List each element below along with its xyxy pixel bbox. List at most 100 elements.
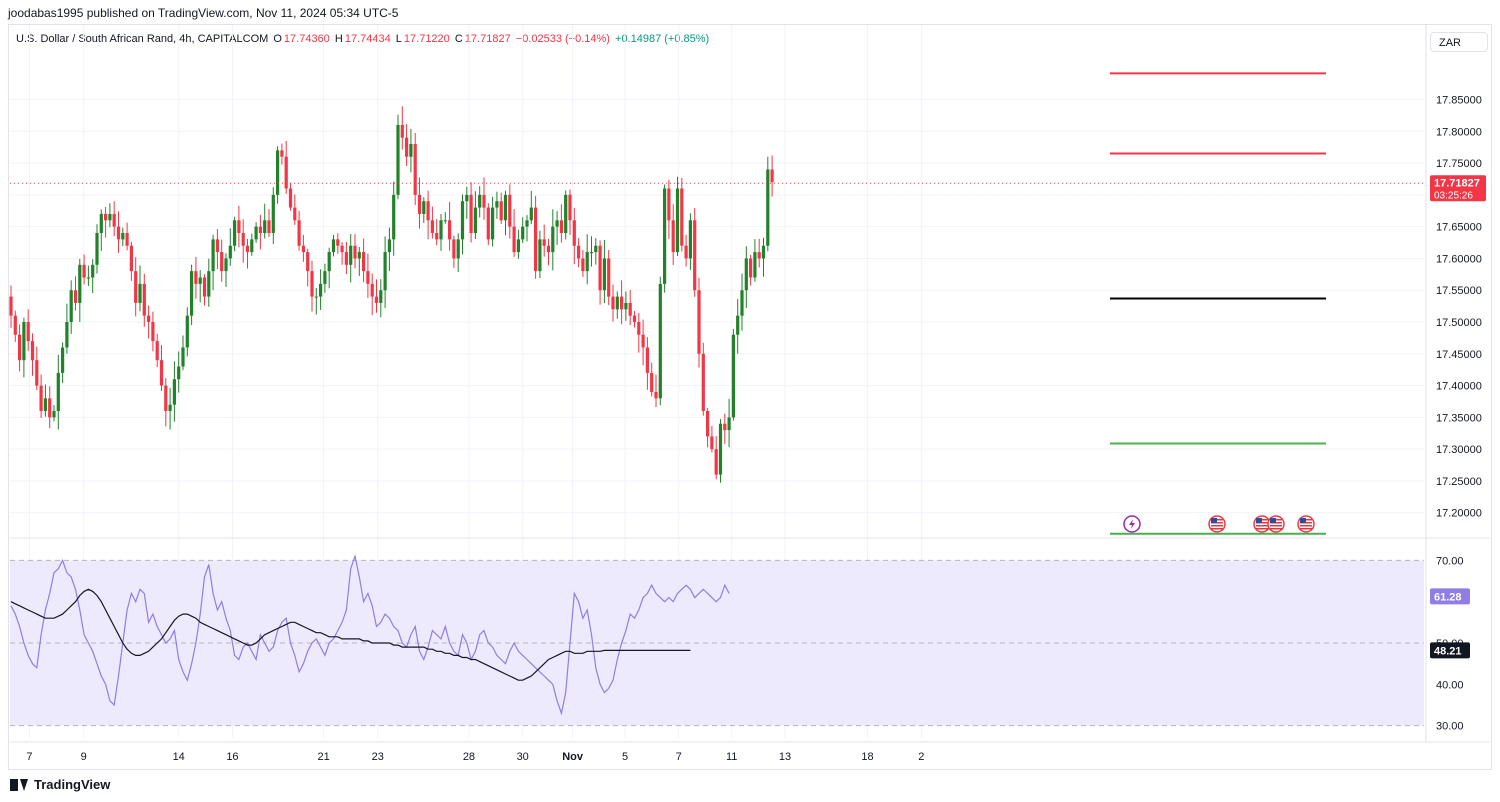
price-tick-label: 17.30000: [1436, 444, 1482, 456]
candle-body: [233, 220, 237, 246]
candle: [323, 263, 327, 293]
candle: [439, 213, 443, 251]
candle: [632, 311, 637, 328]
candle: [753, 239, 757, 282]
candle-body: [697, 290, 701, 354]
candle: [736, 299, 740, 354]
price-tick-label: 17.75000: [1436, 158, 1482, 170]
us-flag-event-icon: [1297, 515, 1315, 533]
candle: [43, 384, 47, 417]
rsi-ma-badge-text: 48.21: [1434, 645, 1462, 657]
candle-body: [417, 194, 422, 214]
candle: [426, 190, 430, 240]
price-tick-label: 17.25000: [1436, 476, 1482, 488]
candle: [654, 374, 658, 407]
candle-body: [319, 283, 323, 297]
candle-body: [503, 194, 508, 221]
candle: [241, 219, 245, 263]
candle: [220, 239, 224, 282]
candle-body: [52, 411, 56, 418]
candle-body: [736, 315, 740, 335]
candle: [121, 227, 125, 247]
candle: [516, 229, 520, 259]
tradingview-logo-icon: [10, 778, 28, 791]
candle-body: [43, 398, 47, 412]
candle-body: [693, 220, 697, 291]
price-tick-label: 17.45000: [1436, 349, 1482, 361]
candle: [9, 285, 13, 328]
candle-body: [340, 245, 344, 253]
candle-body: [254, 226, 258, 240]
candle: [697, 277, 701, 368]
candle: [263, 203, 267, 239]
candle-body: [306, 252, 310, 272]
candle-body: [628, 302, 632, 316]
candle: [379, 279, 383, 318]
candle: [39, 374, 43, 418]
candle: [546, 238, 551, 266]
change-indicator-value: +0.14987 (+0.85%): [615, 33, 710, 45]
candle-body: [396, 124, 400, 195]
candle-body: [654, 391, 658, 399]
candle: [620, 280, 624, 325]
candle-body: [521, 226, 525, 240]
candle: [314, 288, 318, 315]
candle: [336, 233, 340, 254]
candle: [456, 233, 460, 273]
candle: [723, 413, 727, 444]
candle: [589, 236, 594, 267]
candle-body: [357, 252, 361, 259]
candle: [288, 182, 293, 211]
candle: [86, 265, 90, 286]
candle-body: [228, 245, 232, 259]
time-tick-label: 30: [517, 751, 529, 763]
candle-body: [314, 296, 318, 298]
candle-body: [637, 322, 641, 335]
candle-body: [26, 322, 30, 342]
candle: [353, 234, 357, 269]
candle-body: [220, 252, 224, 272]
time-tick-label: 13: [779, 751, 791, 763]
candle: [327, 247, 331, 289]
candle-body: [18, 334, 22, 361]
horizontal-levels: [1110, 72, 1326, 535]
candle-body: [194, 271, 198, 284]
candle-body: [177, 366, 181, 380]
time-tick-label: 7: [26, 751, 32, 763]
time-tick-label: 28: [463, 751, 475, 763]
candle-body: [30, 341, 35, 361]
candle-body: [250, 239, 254, 253]
candle-body: [99, 213, 103, 234]
candle: [228, 228, 232, 266]
price-tick-label: 17.35000: [1436, 412, 1482, 424]
candle: [718, 419, 723, 483]
currency-button[interactable]: ZAR: [1430, 32, 1488, 52]
candle: [331, 234, 336, 257]
candle-body: [564, 194, 568, 234]
candle-body: [288, 188, 293, 208]
candle: [710, 425, 714, 453]
candle: [663, 184, 667, 293]
candle: [22, 317, 26, 378]
candle: [349, 233, 353, 283]
open-label: O: [273, 33, 282, 45]
candle: [297, 210, 301, 251]
candle: [491, 196, 495, 247]
candle: [749, 254, 753, 286]
candle: [521, 217, 525, 244]
candle: [766, 156, 770, 252]
candle: [559, 204, 563, 243]
candle: [409, 128, 413, 173]
candle: [469, 182, 473, 243]
candle-body: [551, 226, 555, 253]
candle: [293, 194, 297, 225]
candle-body: [116, 226, 121, 240]
candle: [473, 191, 477, 240]
candle: [147, 305, 151, 339]
footer-brand: TradingView: [10, 777, 110, 792]
rsi-ma-badge-bg: [1430, 642, 1470, 659]
candle-body: [650, 372, 654, 392]
candle-body: [159, 360, 164, 386]
candle-body: [641, 334, 645, 348]
